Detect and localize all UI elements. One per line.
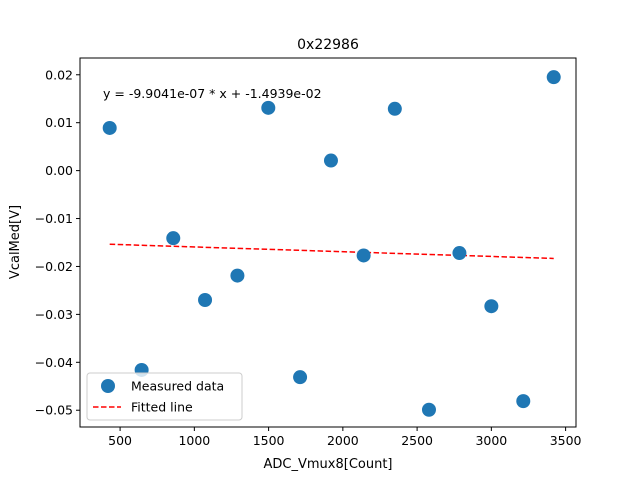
y-tick-label: −0.05 — [35, 403, 73, 418]
x-tick-label: 1500 — [253, 433, 285, 448]
measured-points-layer — [102, 70, 561, 417]
y-tick-label: 0.02 — [45, 67, 73, 82]
plot-frame — [79, 57, 577, 428]
data-point — [230, 268, 245, 283]
x-tick-label: 3500 — [550, 433, 582, 448]
data-point — [261, 100, 276, 115]
data-point — [546, 70, 561, 85]
data-point — [323, 153, 338, 168]
chart-title: 0x22986 — [297, 37, 359, 53]
plot-area — [80, 58, 576, 427]
data-point — [484, 299, 499, 314]
data-point — [166, 231, 181, 246]
x-tick-label: 500 — [108, 433, 132, 448]
legend-box — [86, 372, 243, 421]
legend-marker-measured — [101, 379, 115, 393]
y-tick-label: 0.01 — [45, 115, 73, 130]
x-axis-label: ADC_Vmux8[Count] — [264, 457, 393, 472]
y-tick-label: −0.01 — [35, 211, 73, 226]
legend-label-measured: Measured data — [131, 379, 224, 394]
data-point — [102, 120, 117, 135]
data-point — [198, 293, 213, 308]
x-tick-label: 2500 — [401, 433, 433, 448]
data-point — [421, 402, 436, 417]
x-axis-ticks: 500 1000 1500 2000 2500 3000 3500 — [108, 427, 582, 448]
x-tick-label: 2000 — [327, 433, 359, 448]
data-point — [387, 101, 402, 116]
y-axis-ticks: −0.05 −0.04 −0.03 −0.02 −0.01 0.00 0.01 0.02 — [35, 67, 80, 418]
y-axis-label: VcalMed[V] — [8, 205, 23, 279]
y-tick-label: −0.03 — [35, 307, 73, 322]
fit-equation-annotation: y = -9.9041e-07 * x + -1.4939e-02 — [103, 86, 322, 101]
data-point — [516, 394, 531, 409]
data-point — [452, 246, 467, 261]
legend: Measured data Fitted line — [86, 372, 243, 421]
y-tick-label: 0.00 — [45, 163, 73, 178]
data-point — [356, 248, 371, 263]
y-tick-label: −0.02 — [35, 259, 73, 274]
x-tick-label: 3000 — [475, 433, 507, 448]
fitted-line-layer — [109, 243, 554, 260]
legend-label-fitted: Fitted line — [131, 400, 193, 415]
data-point — [293, 370, 308, 385]
x-tick-label: 1000 — [178, 433, 210, 448]
fitted-line — [109, 243, 554, 260]
y-tick-label: −0.04 — [35, 355, 73, 370]
